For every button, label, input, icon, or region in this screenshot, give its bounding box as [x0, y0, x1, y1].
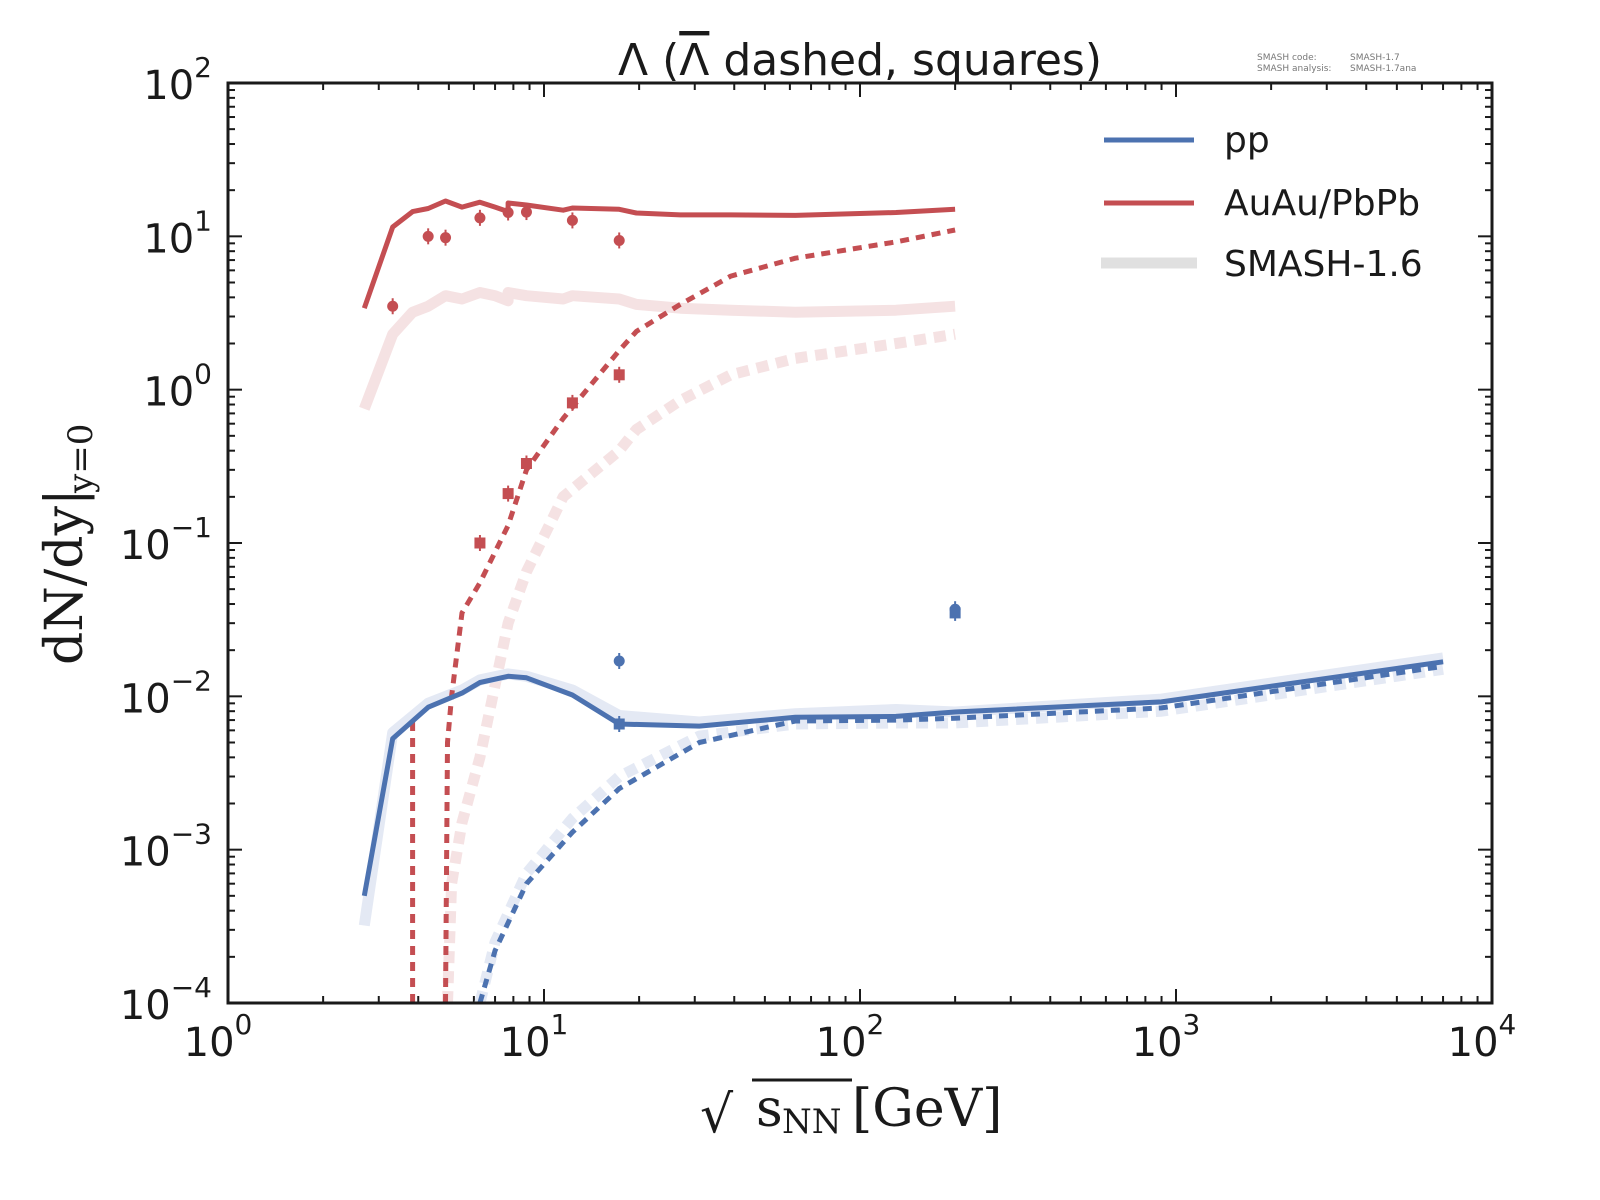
- data-point-circle: [613, 655, 625, 667]
- y-tick-label: 102: [143, 51, 212, 109]
- data-point-circle: [520, 206, 532, 218]
- x-label-unit: [GeV]: [852, 1079, 1002, 1139]
- y-tick-label: 10−4: [120, 971, 212, 1029]
- title-antilambda: Λ: [679, 35, 709, 86]
- x-tick-label: 101: [500, 1008, 569, 1066]
- data-point-square: [474, 537, 486, 549]
- version-analysis-value: SMASH-1.7ana: [1350, 64, 1416, 74]
- y-label-main: dN/dy|: [35, 489, 95, 666]
- series-line-3: [442, 328, 956, 1003]
- data-point-circle: [566, 214, 578, 226]
- y-tick-label: 10−3: [120, 818, 212, 876]
- data-point-square: [613, 369, 625, 381]
- title-tail: dashed, squares): [709, 35, 1102, 86]
- series-line-6: [477, 663, 1444, 1003]
- title-lambda: Λ: [618, 35, 648, 86]
- data-point-circle: [502, 207, 514, 219]
- x-tick-label: 102: [816, 1008, 885, 1066]
- x-tick-label: 104: [1448, 1008, 1517, 1066]
- version-code-value: SMASH-1.7: [1350, 53, 1400, 63]
- data-point-circle: [613, 234, 625, 246]
- series-line-2: [359, 287, 956, 411]
- y-tick-label: 100: [143, 358, 212, 416]
- y-tick-label: 10−1: [120, 511, 212, 569]
- x-label-s: s: [756, 1079, 783, 1139]
- legend-label-pp: pp: [1224, 120, 1270, 161]
- data-point-square: [613, 718, 625, 730]
- data-point-square: [502, 488, 514, 500]
- data-point-square: [520, 457, 532, 469]
- smash-1-7-series: [361, 198, 1444, 1003]
- legend-label-smash16: SMASH-1.6: [1224, 244, 1423, 285]
- data-point-circle: [387, 300, 399, 312]
- data-point-square: [566, 397, 578, 409]
- x-tick-label: 100: [184, 1008, 253, 1066]
- x-axis-label: √ s NN [GeV]: [700, 1078, 1002, 1145]
- x-label-sqrt: √: [700, 1085, 734, 1145]
- experimental-data-points: [387, 204, 961, 733]
- legend: pp AuAu/PbPb SMASH-1.6: [1101, 120, 1423, 285]
- data-point-circle: [474, 212, 486, 224]
- y-label-sub: y=0: [61, 424, 101, 494]
- series-line-8: [474, 663, 1444, 1003]
- version-analysis-label: SMASH analysis:: [1257, 64, 1331, 74]
- x-tick-label: 103: [1132, 1008, 1201, 1066]
- data-point-circle: [440, 232, 452, 244]
- y-tick-label: 10−2: [120, 664, 212, 722]
- data-point-square: [949, 607, 961, 619]
- series-line-5: [361, 659, 1444, 897]
- y-tick-label: 101: [143, 204, 212, 262]
- x-label-sub: NN: [782, 1102, 842, 1142]
- chart-title: Λ (Λ dashed, squares): [618, 35, 1102, 86]
- data-point-circle: [422, 230, 434, 242]
- tick-labels: 100 101 102 103 104 102 101 100 10−1 10−2 10−3 10−4: [120, 51, 1517, 1066]
- version-code-label: SMASH code:: [1257, 53, 1317, 63]
- smash-1-6-series: [358, 287, 1444, 1003]
- series-line-1: [443, 227, 956, 1003]
- plot-frame: [226, 81, 1494, 1005]
- title-open: (: [648, 35, 679, 86]
- legend-label-aa: AuAu/PbPb: [1224, 183, 1420, 224]
- y-axis-label: dN/dy| y=0: [35, 424, 101, 665]
- series-line-0: [361, 198, 956, 310]
